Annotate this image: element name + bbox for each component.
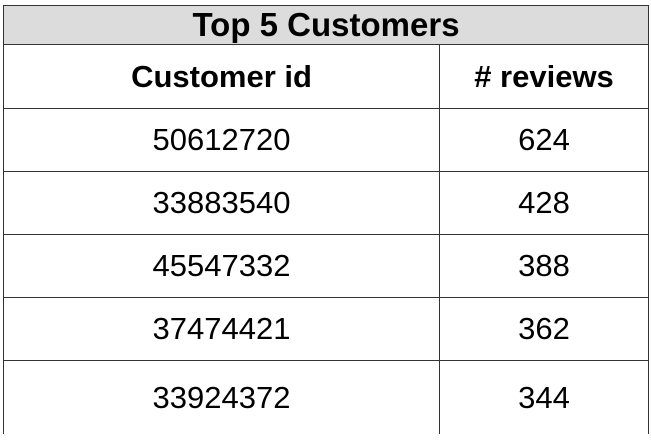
column-header-customer-id: Customer id (3, 44, 440, 109)
top-customers-table-container: Top 5 Customers Customer id # reviews 50… (3, 5, 649, 445)
reviews-count-cell: 362 (439, 297, 649, 361)
table-title: Top 5 Customers (3, 5, 649, 45)
customer-id-cell: 50612720 (3, 108, 440, 172)
reviews-count-cell: 624 (439, 108, 649, 172)
table-row: 37474421 362 (3, 297, 649, 361)
table-row: 50612720 624 (3, 108, 649, 172)
customer-id-cell: 37474421 (3, 297, 440, 361)
customer-id-cell: 45547332 (3, 234, 440, 298)
reviews-count-cell: 344 (439, 360, 649, 434)
table-row: 33924372 344 (3, 360, 649, 434)
table-row: 45547332 388 (3, 234, 649, 298)
top-customers-table: Top 5 Customers Customer id # reviews 50… (3, 5, 649, 434)
table-row: 33883540 428 (3, 171, 649, 235)
customer-id-cell: 33924372 (3, 360, 440, 434)
customer-id-cell: 33883540 (3, 171, 440, 235)
reviews-count-cell: 428 (439, 171, 649, 235)
column-header-reviews: # reviews (439, 44, 649, 109)
table-header-row: Customer id # reviews (3, 44, 649, 109)
reviews-count-cell: 388 (439, 234, 649, 298)
table-title-row: Top 5 Customers (3, 5, 649, 45)
